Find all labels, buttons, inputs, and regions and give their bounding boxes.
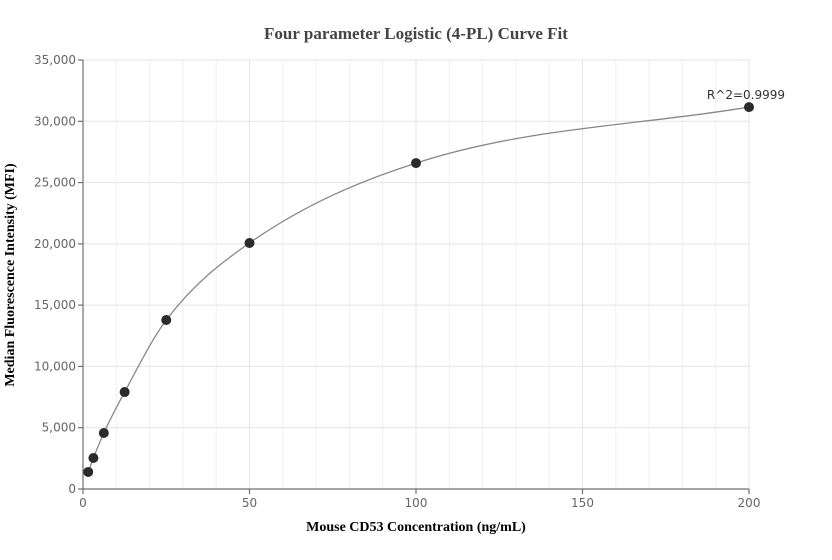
x-tick-label: 100 <box>405 496 428 510</box>
data-point <box>88 452 99 463</box>
x-tick-label: 200 <box>738 496 761 510</box>
y-tick-label: 20,000 <box>34 237 76 251</box>
data-point <box>98 427 109 438</box>
y-tick-label: 35,000 <box>34 53 76 67</box>
data-point <box>411 158 421 169</box>
fit-curve <box>87 106 750 473</box>
data-points <box>83 102 754 477</box>
data-point <box>744 102 754 113</box>
axes <box>78 59 750 494</box>
y-tick-label: 10,000 <box>34 359 76 373</box>
x-tick-label: 150 <box>571 496 594 510</box>
x-tick-label: 50 <box>242 496 257 510</box>
tick-labels: 0 5,000 10,000 15,000 20,000 25,000 30,000 35,0… <box>34 53 760 510</box>
y-tick-label: 5,000 <box>42 421 76 435</box>
data-point <box>119 387 130 398</box>
y-tick-label: 15,000 <box>34 298 76 312</box>
data-point <box>161 314 172 325</box>
y-tick-label: 30,000 <box>34 114 76 128</box>
y-tick-label: 25,000 <box>34 176 76 190</box>
data-point <box>244 237 255 248</box>
data-point <box>83 466 94 477</box>
grid-lines <box>83 59 750 489</box>
x-axis-title: Mouse CD53 Concentration (ng/mL) <box>306 520 526 535</box>
chart-title: Four parameter Logistic (4-PL) Curve Fit <box>264 24 568 43</box>
y-axis-title: Median Fluorescence Intensity (MFI) <box>3 163 18 387</box>
y-tick-label: 0 <box>68 482 76 496</box>
x-tick-label: 0 <box>79 496 87 510</box>
r-squared-annotation: R^2=0.9999 <box>707 88 785 102</box>
